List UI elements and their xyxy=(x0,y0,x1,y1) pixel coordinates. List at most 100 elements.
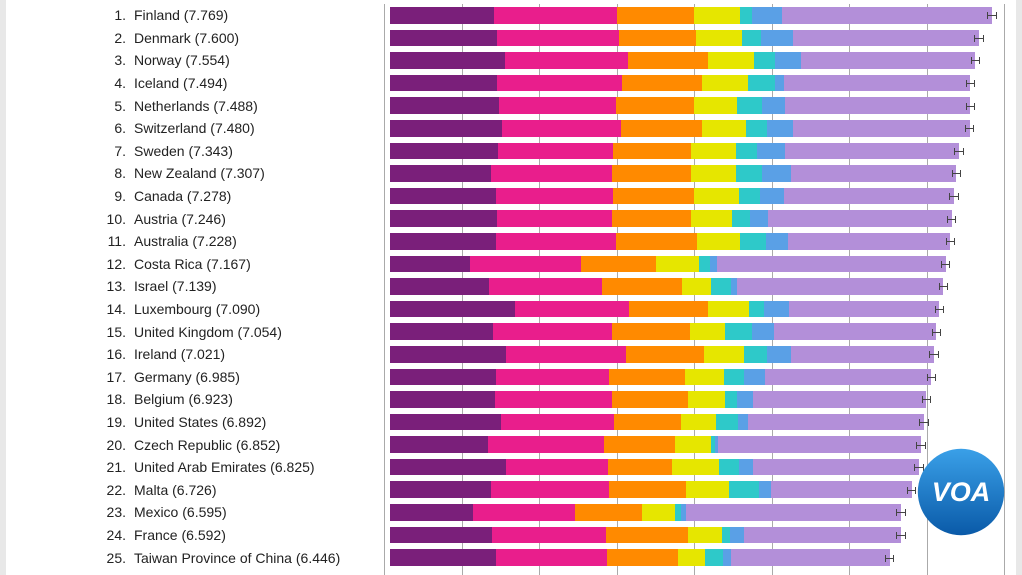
error-whisker xyxy=(952,173,961,174)
bar-segment-residual xyxy=(744,527,901,544)
country-label: New Zealand (7.307) xyxy=(134,165,390,181)
stacked-bar xyxy=(390,143,959,160)
stacked-bar xyxy=(390,459,919,476)
country-label: Luxembourg (7.090) xyxy=(134,301,390,317)
rank-label: 12. xyxy=(6,256,134,272)
error-whisker xyxy=(885,558,894,559)
bar-segment-residual xyxy=(768,210,952,227)
chart-canvas: 1.Finland (7.769)2.Denmark (7.600)3.Norw… xyxy=(6,0,1016,575)
bar-segment-residual xyxy=(771,481,912,498)
bar-segment-residual xyxy=(774,323,937,340)
country-label: United States (6.892) xyxy=(134,414,390,430)
bar-track xyxy=(390,207,1010,230)
bar-segment-freedom xyxy=(672,459,719,476)
chart-row: 5.Netherlands (7.488) xyxy=(6,94,1010,117)
bar-segment-social xyxy=(501,414,614,431)
bar-segment-social xyxy=(505,52,627,69)
stacked-bar xyxy=(390,30,979,47)
bar-segment-social xyxy=(496,549,607,566)
stacked-bar xyxy=(390,369,931,386)
bar-track xyxy=(390,320,1010,343)
bar-segment-life xyxy=(612,210,691,227)
bar-segment-generosity xyxy=(744,346,767,363)
chart-row: 10.Austria (7.246) xyxy=(6,207,1010,230)
chart-row: 3.Norway (7.554) xyxy=(6,49,1010,72)
stacked-bar xyxy=(390,391,926,408)
bar-track xyxy=(390,117,1010,140)
bar-segment-generosity xyxy=(705,549,724,566)
rank-label: 5. xyxy=(6,98,134,114)
bar-segment-residual xyxy=(789,301,939,318)
chart-row: 7.Sweden (7.343) xyxy=(6,140,1010,163)
chart-row: 24.France (6.592) xyxy=(6,524,1010,547)
bar-segment-freedom xyxy=(694,188,739,205)
bar-track xyxy=(390,546,1010,569)
chart-row: 15.United Kingdom (7.054) xyxy=(6,320,1010,343)
bar-segment-generosity xyxy=(722,527,731,544)
bar-segment-gdp xyxy=(390,52,505,69)
bar-track xyxy=(390,27,1010,50)
bar-segment-generosity xyxy=(742,30,761,47)
bar-segment-social xyxy=(497,210,612,227)
bar-segment-corruption xyxy=(710,256,717,273)
bar-segment-gdp xyxy=(390,504,473,521)
bar-segment-freedom xyxy=(688,391,724,408)
bar-segment-gdp xyxy=(390,323,493,340)
bar-segment-gdp xyxy=(390,188,496,205)
rank-label: 24. xyxy=(6,527,134,543)
bar-segment-gdp xyxy=(390,301,515,318)
error-whisker xyxy=(939,286,948,287)
bar-segment-gdp xyxy=(390,278,489,295)
rank-label: 14. xyxy=(6,301,134,317)
country-label: Germany (6.985) xyxy=(134,369,390,385)
rank-label: 9. xyxy=(6,188,134,204)
bar-segment-life xyxy=(617,7,694,24)
bar-segment-life xyxy=(626,346,704,363)
country-label: Sweden (7.343) xyxy=(134,143,390,159)
bar-segment-gdp xyxy=(390,481,491,498)
bar-segment-residual xyxy=(753,391,926,408)
bar-segment-life xyxy=(602,278,682,295)
rank-label: 17. xyxy=(6,369,134,385)
bar-track xyxy=(390,72,1010,95)
bar-track xyxy=(390,94,1010,117)
bar-segment-social xyxy=(506,459,608,476)
chart-row: 20.Czech Republic (6.852) xyxy=(6,433,1010,456)
bar-segment-corruption xyxy=(775,75,784,92)
bar-segment-gdp xyxy=(390,459,506,476)
bar-track xyxy=(390,185,1010,208)
bar-segment-gdp xyxy=(390,391,495,408)
bar-segment-gdp xyxy=(390,7,494,24)
rank-label: 11. xyxy=(6,233,134,249)
bar-segment-generosity xyxy=(725,323,752,340)
bar-segment-corruption xyxy=(759,481,771,498)
rank-label: 4. xyxy=(6,75,134,91)
bar-segment-corruption xyxy=(739,459,753,476)
bar-segment-social xyxy=(502,120,621,137)
error-whisker xyxy=(896,535,905,536)
chart-row: 12.Costa Rica (7.167) xyxy=(6,253,1010,276)
chart-row: 23.Mexico (6.595) xyxy=(6,501,1010,524)
bar-segment-corruption xyxy=(762,165,791,182)
bar-track xyxy=(390,140,1010,163)
bar-segment-generosity xyxy=(736,165,762,182)
rank-label: 21. xyxy=(6,459,134,475)
bar-segment-freedom xyxy=(688,527,722,544)
error-whisker xyxy=(907,490,916,491)
country-label: Austria (7.246) xyxy=(134,211,390,227)
bar-segment-gdp xyxy=(390,75,497,92)
stacked-bar xyxy=(390,527,901,544)
bar-segment-corruption xyxy=(766,233,788,250)
stacked-bar xyxy=(390,549,890,566)
bar-segment-life xyxy=(622,75,702,92)
bar-segment-life xyxy=(629,301,707,318)
bar-segment-freedom xyxy=(694,7,741,24)
country-label: United Arab Emirates (6.825) xyxy=(134,459,390,475)
bar-segment-residual xyxy=(791,165,956,182)
bar-segment-social xyxy=(494,7,617,24)
error-whisker xyxy=(929,354,938,355)
bar-segment-corruption xyxy=(752,7,782,24)
error-whisker xyxy=(941,264,950,265)
bar-segment-residual xyxy=(717,256,946,273)
bar-segment-social xyxy=(499,97,617,114)
